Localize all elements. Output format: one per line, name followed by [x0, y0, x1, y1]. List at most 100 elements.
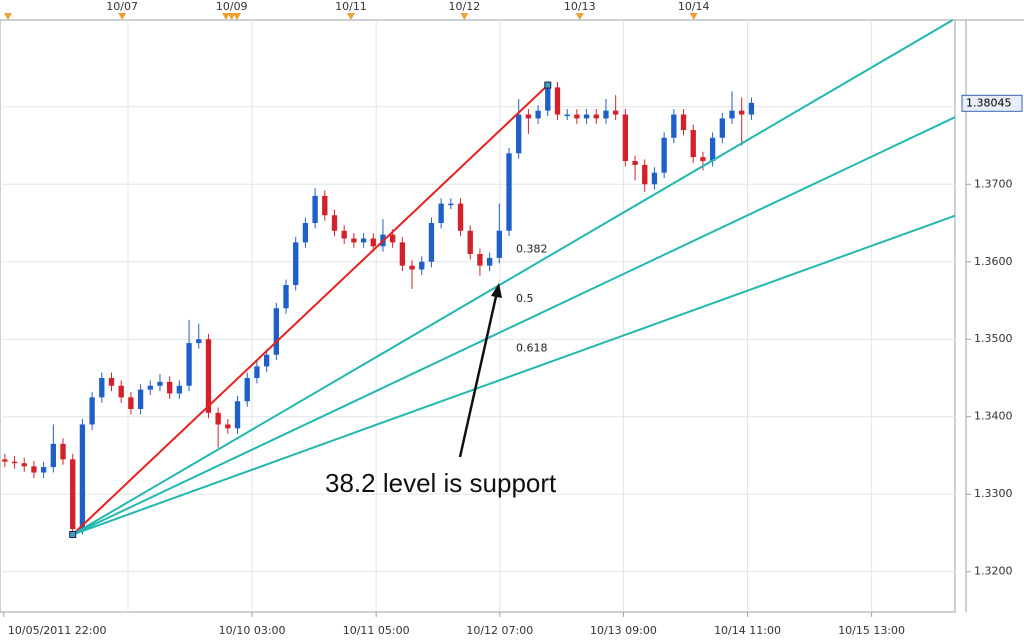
body: [331, 215, 338, 231]
body: [419, 261, 425, 270]
body: [70, 459, 76, 530]
body: [128, 397, 134, 409]
body: [428, 223, 435, 262]
fan-line: [72, 19, 954, 536]
top-tick-marker: [346, 13, 355, 20]
body: [99, 377, 105, 398]
fan-line: [72, 214, 956, 536]
body: [671, 114, 677, 138]
body: [709, 137, 716, 162]
overlay: 0.382 0.5 0.618 1.38045: [69, 19, 1023, 539]
body: [60, 443, 66, 460]
body: [399, 242, 406, 266]
body: [263, 354, 270, 367]
y-tick-label: 1.3300: [974, 487, 1013, 500]
body: [118, 385, 124, 398]
fan-handle: [544, 81, 552, 89]
body: [186, 343, 192, 386]
body: [661, 137, 667, 173]
body: [79, 424, 86, 530]
body: [21, 463, 27, 467]
fan-handle: [69, 531, 77, 539]
top-tick-marker: [227, 13, 236, 20]
x-tick-label: 10/12 07:00: [466, 624, 533, 637]
body: [196, 339, 202, 344]
body: [225, 424, 231, 429]
body: [11, 461, 18, 464]
body: [312, 195, 318, 224]
body: [273, 308, 279, 355]
body: [719, 118, 725, 138]
body: [593, 114, 599, 119]
body: [293, 242, 299, 286]
body: [360, 238, 367, 243]
fan-level-label: 0.618: [516, 341, 548, 354]
y-tick-label: 1.3700: [974, 177, 1013, 190]
body: [157, 381, 163, 386]
plot-frame: [0, 19, 956, 613]
body: [389, 234, 396, 243]
top-tick-label: 10/14: [678, 0, 710, 13]
top-tick-label: 10/09: [216, 0, 248, 13]
x-tick-label: 10/05/2011 22:00: [8, 624, 107, 637]
body: [2, 459, 8, 462]
top-tick-marker: [575, 13, 584, 20]
x-tick-label: 10/15 13:00: [838, 624, 905, 637]
y-tick-label: 1.3500: [974, 332, 1013, 345]
fan-level-label: 0.5: [516, 292, 534, 305]
x-tick-label: 10/10 03:00: [219, 624, 286, 637]
body: [322, 195, 328, 216]
body: [244, 377, 250, 402]
body: [176, 385, 183, 394]
body: [467, 230, 473, 255]
body: [564, 114, 570, 117]
price-tag: [961, 94, 1023, 112]
annotation: 38.2 level is support: [325, 468, 557, 498]
body: [496, 230, 502, 258]
body: [748, 102, 755, 115]
top-tick-label: 10/11: [335, 0, 367, 13]
body: [167, 381, 173, 394]
y-tick-label: 1.3400: [974, 410, 1013, 423]
body: [680, 114, 687, 131]
body: [603, 110, 609, 119]
arrow-head: [491, 283, 502, 298]
body: [351, 238, 357, 243]
body: [506, 153, 512, 231]
body: [554, 87, 561, 115]
body: [651, 172, 658, 185]
body: [729, 110, 735, 119]
body: [31, 466, 37, 473]
x-tick-label: 10/13 09:00: [590, 624, 657, 637]
body: [50, 443, 56, 468]
body: [302, 223, 309, 243]
body: [40, 467, 47, 473]
fan-line: [72, 116, 956, 536]
body: [574, 114, 580, 119]
body: [147, 385, 153, 390]
body: [545, 87, 551, 111]
body: [341, 230, 347, 239]
body: [448, 203, 454, 206]
body: [622, 114, 629, 162]
body: [137, 389, 144, 409]
candles: [2, 81, 755, 538]
top-tick-marker: [689, 13, 698, 20]
top-tick-marker: [118, 13, 127, 20]
body: [535, 110, 541, 119]
body: [632, 161, 638, 165]
y-tick-label: 1.3200: [974, 565, 1013, 578]
body: [516, 114, 522, 154]
top-tick-label: 10/07: [106, 0, 138, 13]
top-tick-label: 10/13: [564, 0, 596, 13]
top-tick-marker: [460, 13, 469, 20]
body: [409, 265, 415, 270]
body: [457, 203, 464, 231]
body: [583, 114, 590, 119]
body: [486, 257, 493, 266]
fan-level-label: 0.382: [516, 242, 548, 255]
body: [234, 401, 241, 429]
body: [642, 164, 648, 185]
